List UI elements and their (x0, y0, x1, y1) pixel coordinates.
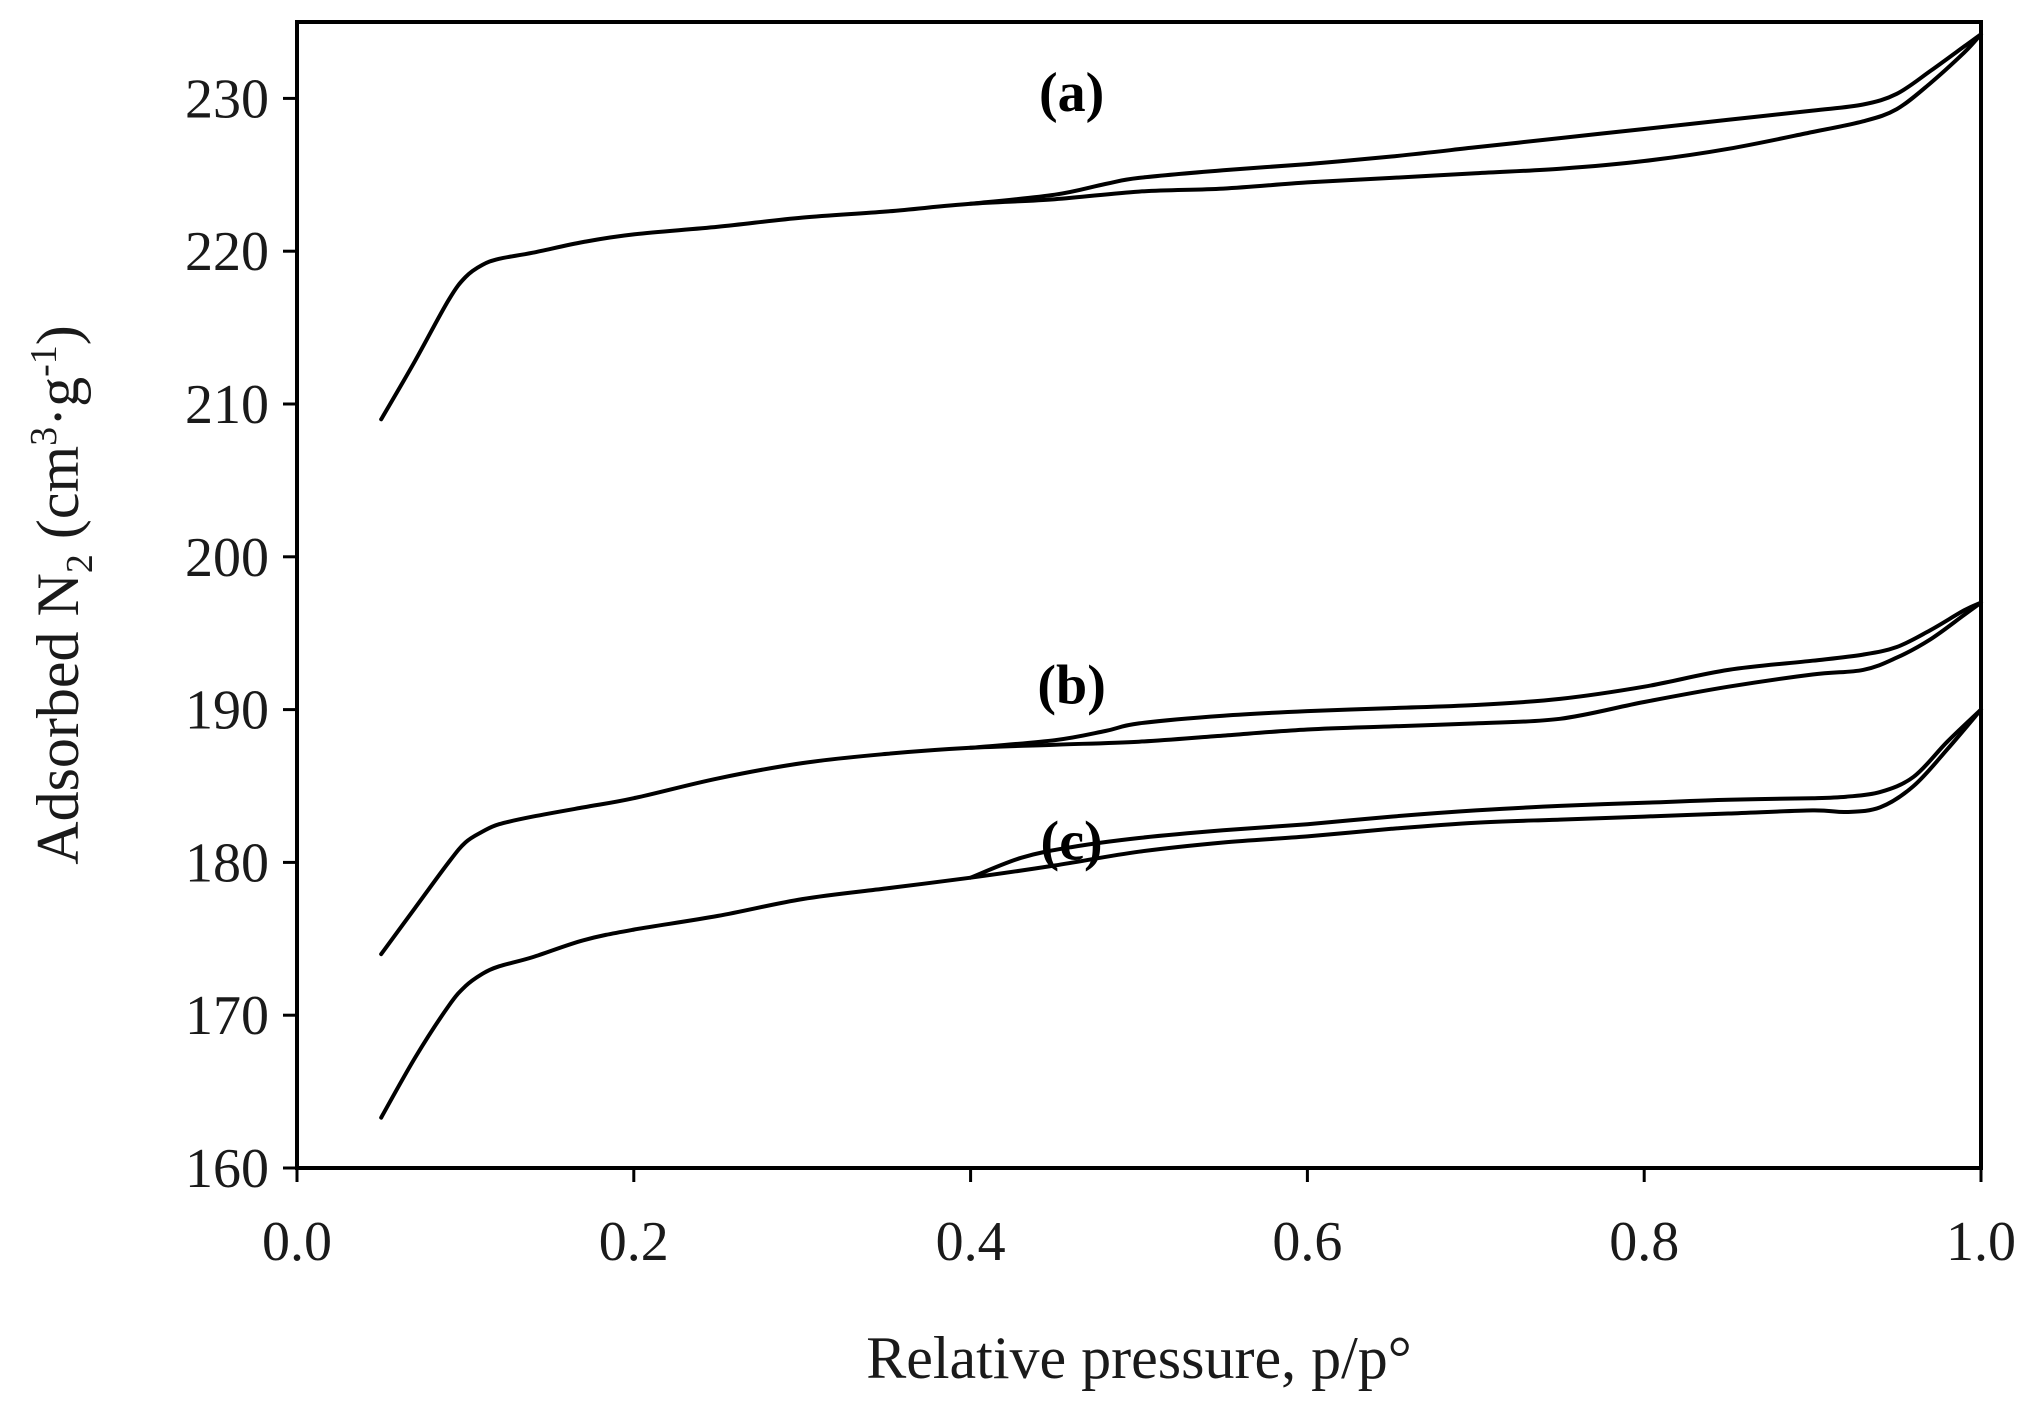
x-tick-label: 0.0 (262, 1211, 332, 1273)
y-axis-title-unit-close: ) (25, 325, 91, 345)
x-tick-label: 0.2 (599, 1211, 669, 1273)
series-line-c-adsorption (379, 707, 1983, 1120)
y-axis-title-main: Adsorbed N (25, 573, 91, 865)
y-axis-title-unit-mid: ·g (25, 377, 91, 427)
series-line-a-adsorption (379, 32, 1983, 422)
y-axis-title-subscript: 2 (59, 554, 101, 573)
x-tick-label: 0.6 (1272, 1211, 1342, 1273)
y-tick-label: 180 (185, 832, 269, 894)
series-line-a-desorption (968, 32, 1983, 206)
series-lines (379, 32, 1983, 1120)
x-axis-ticks: 0.0 0.2 0.4 0.6 0.8 1.0 (262, 1168, 2016, 1273)
series-line-b-desorption (968, 600, 1983, 750)
series-line-b-adsorption (379, 600, 1983, 957)
y-axis-ticks: 160 170 180 190 200 210 220 230 (185, 68, 297, 1200)
y-tick-label: 210 (185, 374, 269, 436)
y-tick-label: 200 (185, 527, 269, 589)
series-annotation-label: (a) (1039, 62, 1104, 124)
y-tick-label: 170 (185, 985, 269, 1047)
x-tick-label: 1.0 (1946, 1211, 2016, 1273)
series-annotations: (a) (b) (c) (1037, 62, 1105, 873)
x-axis-title: Relative pressure, p/p° (866, 1325, 1412, 1391)
y-axis-title: Adsorbed N2 (cm3·g-1) (23, 325, 101, 865)
y-axis-title-unit-open: (cm (25, 446, 91, 554)
x-tick-label: 0.4 (936, 1211, 1006, 1273)
series-annotation-label: (c) (1041, 810, 1103, 872)
series-line-c-desorption (968, 707, 1983, 880)
y-tick-label: 190 (185, 680, 269, 742)
plot-area-frame (295, 20, 1983, 1170)
x-tick-label: 0.8 (1609, 1211, 1679, 1273)
y-tick-label: 220 (185, 221, 269, 283)
series-annotation-label: (b) (1037, 655, 1105, 717)
y-axis-title-superscript-2: -1 (23, 345, 65, 377)
y-tick-label: 160 (185, 1138, 269, 1200)
y-axis-title-superscript-1: 3 (23, 427, 65, 446)
y-tick-label: 230 (185, 68, 269, 130)
